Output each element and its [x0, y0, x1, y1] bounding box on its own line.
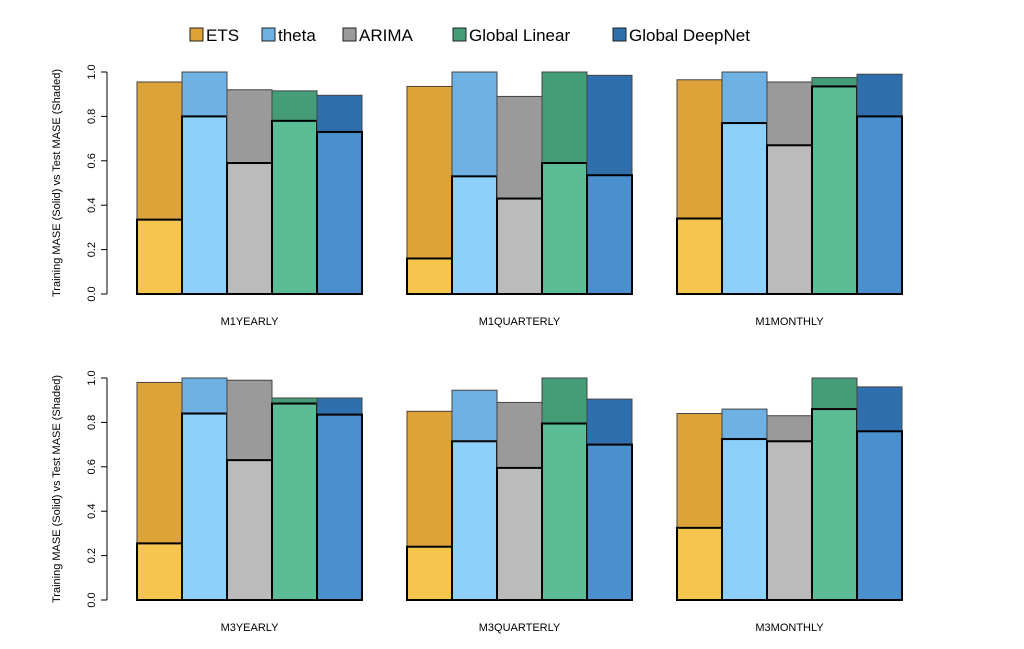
bar-train-global-deepnet	[856, 115, 903, 296]
y-axis-label: Training MASE (Solid) vs Test MASE (Shad…	[51, 69, 63, 297]
bar-train-global-linear	[541, 422, 588, 602]
bar-train-arima	[766, 440, 813, 601]
y-axis-label: Training MASE (Solid) vs Test MASE (Shad…	[51, 375, 63, 603]
y-tick-label: 0.6	[86, 459, 98, 474]
legend-swatch	[612, 27, 627, 42]
y-tick-label: 0.0	[86, 286, 98, 301]
bar-train-global-linear	[811, 408, 858, 601]
legend-label: Global DeepNet	[629, 26, 750, 45]
legend-swatch	[342, 27, 357, 42]
y-tick-label: 0.2	[86, 548, 98, 563]
bar-train-global-deepnet	[316, 413, 363, 601]
legend-swatch	[189, 27, 204, 42]
panel-title: M3QUARTERLY	[479, 622, 561, 634]
panel-title: M3YEARLY	[221, 622, 280, 634]
y-tick-label: 1.0	[86, 370, 98, 385]
y-tick-label: 1.0	[86, 64, 98, 79]
bar-train-theta	[721, 438, 768, 601]
legend-swatch	[452, 27, 467, 42]
panel-title: M1QUARTERLY	[479, 316, 561, 328]
bar-train-global-linear	[811, 85, 858, 296]
bar-train-arima	[496, 466, 543, 601]
bar-train-ets	[676, 526, 723, 601]
legend-label: theta	[278, 26, 316, 45]
y-tick-label: 0.4	[86, 504, 98, 519]
legend-label: Global Linear	[469, 26, 570, 45]
y-tick-label: 0.2	[86, 242, 98, 257]
legend-label: ETS	[206, 26, 239, 45]
bar-train-global-deepnet	[586, 174, 633, 295]
legend-swatch	[261, 27, 276, 42]
panel-title: M3MONTHLY	[755, 622, 824, 634]
bar-train-theta	[451, 440, 498, 601]
panel-title: M1YEARLY	[221, 316, 280, 328]
y-tick-label: 0.6	[86, 153, 98, 168]
bar-train-theta	[181, 115, 228, 296]
bar-train-global-deepnet	[856, 430, 903, 601]
bar-train-arima	[226, 459, 273, 602]
bar-train-arima	[226, 162, 273, 295]
y-tick-label: 0.0	[86, 592, 98, 607]
bar-train-ets	[136, 218, 183, 296]
bar-train-theta	[451, 175, 498, 295]
y-tick-label: 0.8	[86, 109, 98, 124]
bar-train-arima	[766, 144, 813, 295]
bar-train-theta	[721, 122, 768, 295]
bar-train-global-deepnet	[316, 130, 363, 295]
bar-train-arima	[496, 197, 543, 295]
bar-train-ets	[676, 217, 723, 296]
panel-title: M1MONTHLY	[755, 316, 824, 328]
legend-label: ARIMA	[359, 26, 414, 45]
y-tick-label: 0.4	[86, 198, 98, 213]
bar-train-global-deepnet	[586, 443, 633, 601]
bar-train-global-linear	[271, 402, 318, 601]
bar-train-ets	[406, 257, 453, 296]
y-tick-label: 0.8	[86, 415, 98, 430]
bar-train-global-linear	[271, 119, 318, 295]
bar-train-ets	[136, 542, 183, 602]
bar-train-theta	[181, 412, 228, 601]
bar-train-ets	[406, 545, 453, 601]
bar-train-global-linear	[541, 162, 588, 295]
